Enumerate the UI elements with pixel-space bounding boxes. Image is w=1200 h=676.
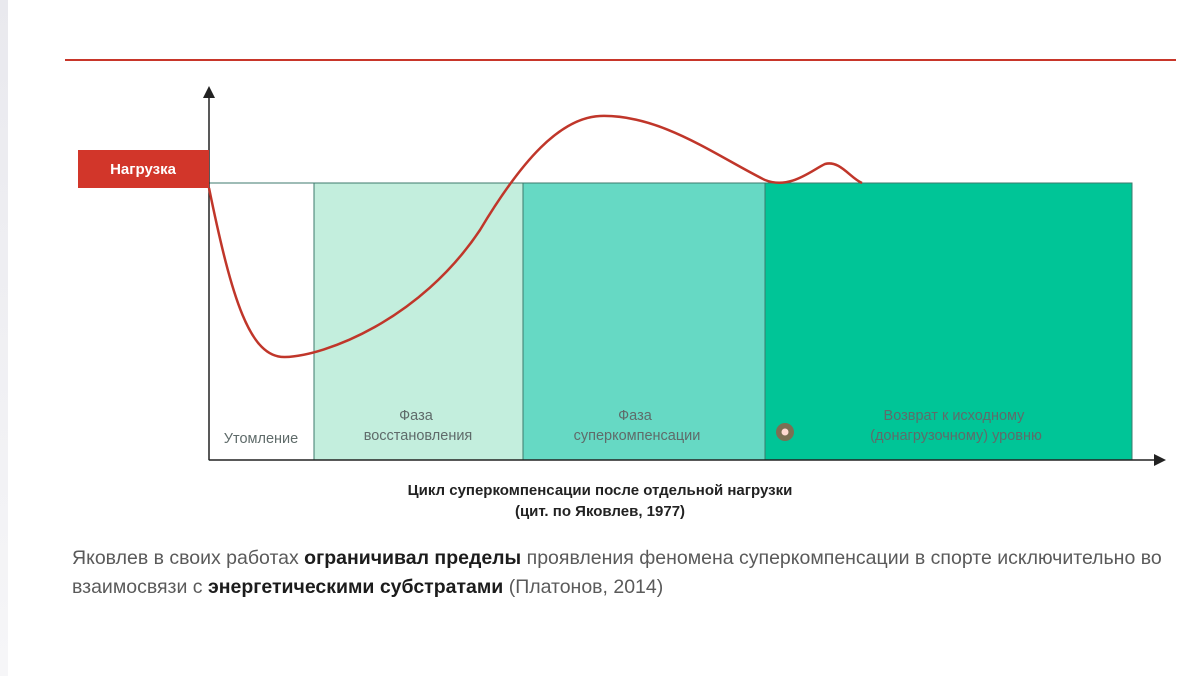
supercompensation-curve [207, 114, 863, 359]
phase-zone-supercompensation [522, 182, 766, 461]
phase-label-fatigue-line1: Утомление [224, 431, 298, 447]
phase-zone-recovery [313, 182, 524, 461]
phase-zone-return [764, 182, 1133, 461]
phase-label-supercompensation-line2: суперкомпенсации [574, 428, 701, 444]
phase-label-recovery-line2: восстановления [364, 428, 473, 444]
caption-line1: Цикл суперкомпенсации после отдельной на… [407, 482, 793, 499]
diagram-caption: Цикл суперкомпенсации после отдельной на… [0, 480, 1200, 522]
para-text-1: Яковлев в своих работах [72, 547, 305, 569]
phase-label-recovery: Фаза восстановления [364, 408, 473, 444]
phase-label-return-line2: (донагрузочному) уровню [870, 428, 1042, 444]
phase-label-supercompensation: Фаза суперкомпенсации [574, 408, 701, 444]
load-marker-box [78, 150, 209, 188]
para-text-2: проявления феномена суперкомпенсации в с… [72, 547, 1162, 598]
phase-label-recovery-line1: Фаза [399, 408, 434, 424]
para-bold-2: энергетическими субстратами [207, 576, 504, 598]
caption-line2: (цит. по Яковлев, 1977) [514, 503, 686, 520]
phase-label-return: Возврат к исходному (донагрузочному) уро… [870, 408, 1042, 444]
para-bold-1: ограничивал пределы [304, 547, 522, 569]
load-label: Нагрузка [110, 161, 176, 178]
window-edge [0, 0, 8, 676]
phase-zone-fatigue [208, 182, 315, 461]
body-paragraph: Яковлев в своих работах ограничивал пред… [72, 544, 1172, 602]
pointer-dot-core [781, 428, 789, 436]
phase-label-fatigue: Утомление [224, 431, 298, 447]
para-text-3: (Платонов, 2014) [503, 576, 664, 598]
phase-label-return-line1: Возврат к исходному [884, 408, 1026, 424]
phase-label-supercompensation-line1: Фаза [618, 408, 653, 424]
title-rule [65, 59, 1176, 61]
